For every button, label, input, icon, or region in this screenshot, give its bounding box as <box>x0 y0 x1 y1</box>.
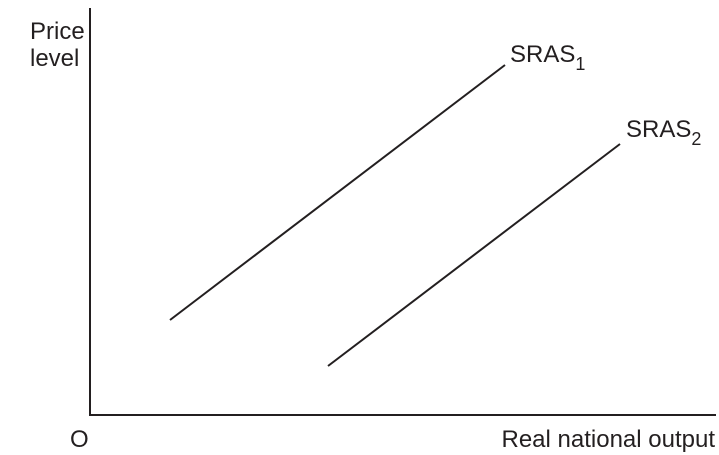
curve-name: SRAS <box>626 116 691 143</box>
curve-label: SRAS1 <box>510 41 585 74</box>
origin-label: O <box>70 426 89 453</box>
y-axis-label: Price <box>30 18 85 45</box>
curve-label: SRAS2 <box>626 116 701 149</box>
sras-curve <box>327 143 621 367</box>
curve-subscript: 2 <box>691 129 701 149</box>
x-axis-label: Real national output <box>502 426 716 453</box>
sras-curve <box>169 64 506 321</box>
y-axis-label: level <box>30 45 79 72</box>
curve-name: SRAS <box>510 41 575 68</box>
curve-subscript: 1 <box>575 54 585 74</box>
